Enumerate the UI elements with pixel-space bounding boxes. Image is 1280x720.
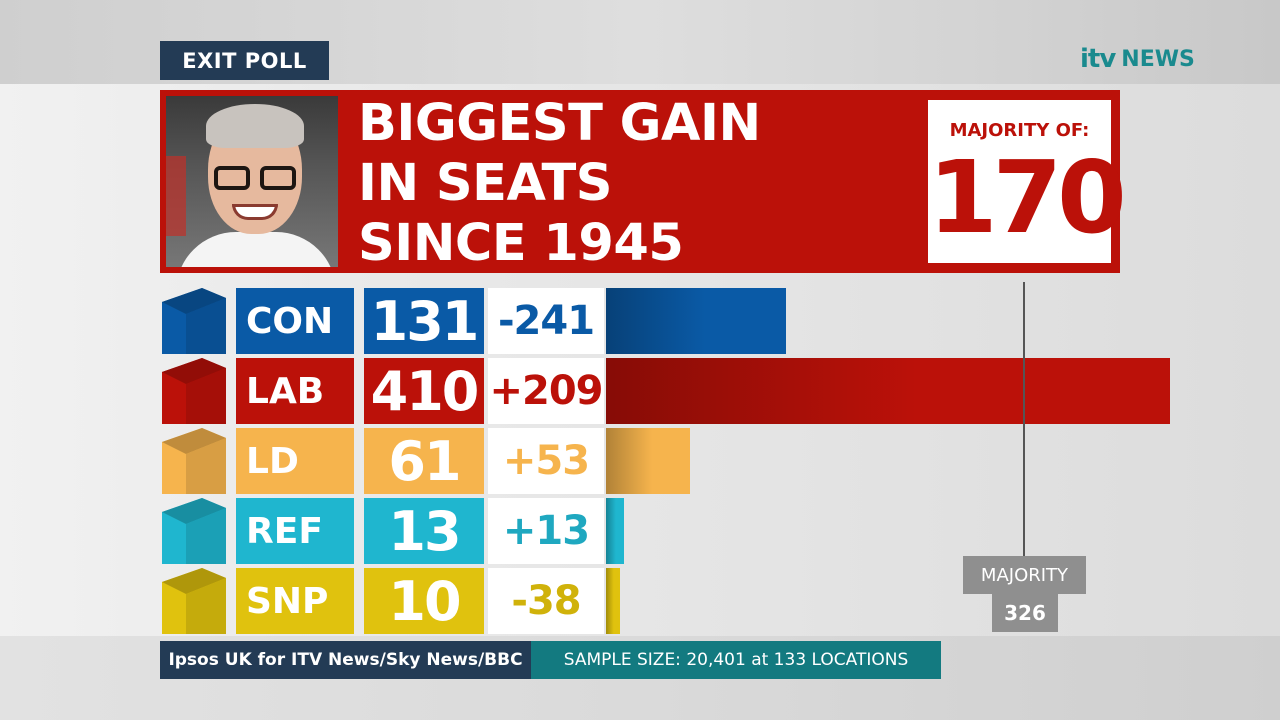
majority-label: MAJORITY OF: <box>949 120 1090 141</box>
news-logo-text: NEWS <box>1121 46 1195 72</box>
party-cube-icon <box>162 498 226 564</box>
party-label: SNP <box>236 568 354 634</box>
party-cube-icon <box>162 568 226 634</box>
party-label: REF <box>236 498 354 564</box>
party-label: LD <box>236 428 354 494</box>
seat-change: +209 <box>488 358 604 424</box>
seat-change: -241 <box>488 288 604 354</box>
seat-bar <box>606 568 620 634</box>
glasses <box>214 166 298 190</box>
seat-change: +53 <box>488 428 604 494</box>
shirt <box>176 232 336 267</box>
seat-bar <box>606 428 690 494</box>
seat-bar <box>606 498 624 564</box>
party-cube-icon <box>162 288 226 354</box>
headline-line-1: BIGGEST GAIN <box>358 94 761 153</box>
majority-line <box>1023 282 1025 556</box>
headline-line-2: IN SEATS <box>358 154 613 213</box>
majority-value: 170 <box>928 139 1127 256</box>
seat-count: 410 <box>364 358 484 424</box>
seat-change: +13 <box>488 498 604 564</box>
exit-poll-badge: EXIT POLL <box>160 41 329 80</box>
headline-text: BIGGEST GAIN IN SEATS SINCE 1945 <box>358 94 761 274</box>
party-label: CON <box>236 288 354 354</box>
headline-line-3: SINCE 1945 <box>358 214 684 273</box>
seat-count: 131 <box>364 288 484 354</box>
seat-count: 13 <box>364 498 484 564</box>
itv-news-logo: itv NEWS <box>1080 44 1195 74</box>
sample-size: SAMPLE SIZE: 20,401 at 133 LOCATIONS <box>531 641 941 679</box>
majority-line-value: 326 <box>992 594 1058 632</box>
hair <box>206 104 304 148</box>
headline-panel: BIGGEST GAIN IN SEATS SINCE 1945 MAJORIT… <box>160 90 1127 274</box>
seat-count: 61 <box>364 428 484 494</box>
party-cube-icon <box>162 428 226 494</box>
seat-change: -38 <box>488 568 604 634</box>
majority-box: MAJORITY OF: 170 <box>928 100 1127 263</box>
seat-count: 10 <box>364 568 484 634</box>
seat-bar <box>606 358 1170 424</box>
majority-line-label: MAJORITY <box>963 556 1086 594</box>
seat-bar <box>606 288 786 354</box>
politician-photo <box>166 96 338 267</box>
source-credit: Ipsos UK for ITV News/Sky News/BBC <box>160 641 531 679</box>
itv-logo-text: itv <box>1080 44 1116 74</box>
party-cube-icon <box>162 358 226 424</box>
party-label: LAB <box>236 358 354 424</box>
